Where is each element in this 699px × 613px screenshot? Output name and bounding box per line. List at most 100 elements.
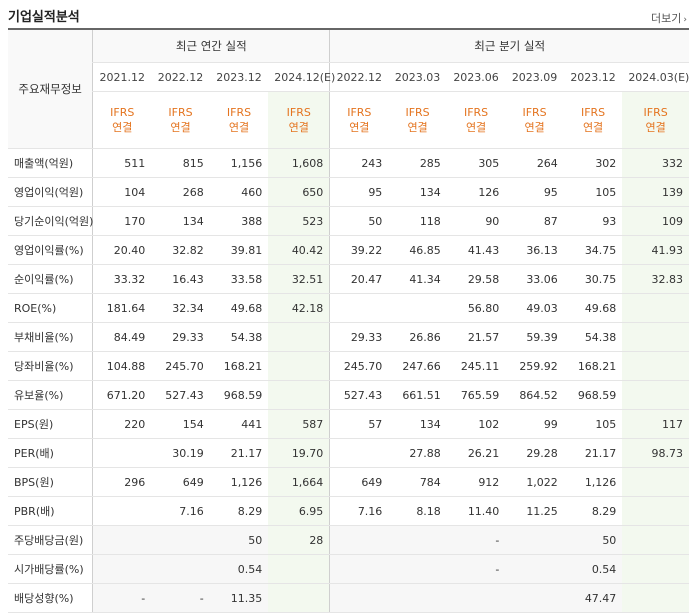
ifrs-bottom-label: 연결 [407, 121, 428, 134]
table-cell: 28 [268, 525, 330, 555]
ifrs-top-label: IFRS [580, 106, 606, 119]
ifrs-bottom-label: 연결 [465, 121, 487, 134]
ifrs-top-label: IFRS [405, 106, 430, 119]
table-row: 영업이익률(%) 20.40 32.82 39.81 40.42 39.22 46.85 41… [8, 235, 689, 265]
ifrs-label: IFRS 연결 [446, 91, 506, 149]
ifrs-label: IFRS 연결 [563, 91, 623, 149]
table-cell: 42.18 [268, 293, 330, 323]
table-cell: 968.59 [563, 380, 623, 410]
period-header: 2023.12 [209, 62, 269, 92]
table-cell: 168.21 [563, 351, 623, 381]
period-header: 2022.12 [151, 62, 210, 92]
table-cell: 8.29 [563, 496, 623, 526]
ifrs-top-label: IFRS [463, 106, 489, 119]
table-cell [329, 293, 389, 323]
ifrs-label: IFRS 연결 [151, 91, 210, 149]
ifrs-label: IFRS 연결 [388, 91, 447, 149]
table-cell: 168.21 [209, 351, 269, 381]
table-cell [622, 583, 689, 613]
table-cell: 460 [209, 177, 269, 207]
table-cell: 105 [563, 409, 623, 439]
table-cell [92, 438, 152, 468]
table-cell [151, 554, 210, 584]
table-cell: 1,126 [563, 467, 623, 497]
table-cell: 21.17 [563, 438, 623, 468]
table-cell: 245.11 [446, 351, 506, 381]
table-cell: 8.18 [388, 496, 447, 526]
ifrs-label: IFRS 연결 [505, 91, 564, 149]
table-cell: 49.68 [209, 293, 269, 323]
row-label: ROE(%) [8, 293, 93, 323]
ifrs-bottom-label: 연결 [582, 121, 604, 134]
table-cell: 134 [388, 177, 447, 207]
period-header: 2024.12(E) [268, 62, 335, 92]
table-row: 당좌비율(%) 104.88 245.70 168.21 245.70 247.66 245… [8, 351, 689, 381]
quarter-group-header: 최근 분기 실적 [329, 28, 689, 63]
table-cell: 41.93 [622, 235, 689, 265]
table-cell [505, 554, 564, 584]
row-label: 주당배당금(원) [8, 525, 93, 555]
table-cell [505, 583, 564, 613]
table-cell: 268 [151, 177, 210, 207]
table-cell: 259.92 [505, 351, 564, 381]
table-cell: 864.52 [505, 380, 564, 410]
table-cell: 1,022 [505, 467, 564, 497]
table-cell: 8.29 [209, 496, 269, 526]
table-cell: 27.88 [388, 438, 447, 468]
table-cell: 29.33 [329, 322, 389, 352]
row-label: 부채비율(%) [8, 322, 93, 352]
ifrs-label: IFRS 연결 [92, 91, 152, 149]
table-cell: 815 [151, 148, 210, 178]
table-cell: 511 [92, 148, 152, 178]
table-cell: 47.47 [563, 583, 623, 613]
table-row: 매출액(억원) 511 815 1,156 1,608 243 285 305 264 302 33… [8, 148, 689, 178]
ifrs-label: IFRS 연결 [268, 91, 330, 149]
ifrs-top-label: IFRS [347, 106, 372, 119]
table-cell: 117 [622, 409, 689, 439]
ifrs-bottom-label: 연결 [645, 121, 666, 134]
table-cell: 93 [563, 206, 623, 236]
table-cell: 243 [329, 148, 389, 178]
ifrs-top-label: IFRS [643, 106, 668, 119]
table-cell: 109 [622, 206, 689, 236]
table-cell [268, 380, 330, 410]
table-row: 유보율(%) 671.20 527.43 968.59 527.43 661.51 765.… [8, 380, 689, 410]
table-cell: 126 [446, 177, 506, 207]
row-label: PER(배) [8, 438, 93, 468]
table-cell: 139 [622, 177, 689, 207]
table-cell: 671.20 [92, 380, 152, 410]
table-row: PER(배) 30.19 21.17 19.70 27.88 26.21 29.28 21.1… [8, 438, 689, 468]
table-cell: 90 [446, 206, 506, 236]
table-cell: 104.88 [92, 351, 152, 381]
table-cell: 32.83 [622, 264, 689, 294]
table-cell [388, 554, 447, 584]
table-cell [622, 496, 689, 526]
table-cell [329, 525, 389, 555]
table-cell [446, 583, 506, 613]
table-cell: 36.13 [505, 235, 564, 265]
table-cell: 1,156 [209, 148, 269, 178]
more-link[interactable]: 더보기 › [651, 10, 687, 26]
table-cell: 30.75 [563, 264, 623, 294]
table-cell: 105 [563, 177, 623, 207]
table-row: ROE(%) 181.64 32.34 49.68 42.18 56.80 49.03 49.… [8, 293, 689, 323]
table-row: 순이익률(%) 33.32 16.43 33.58 32.51 20.47 41.34 29.… [8, 264, 689, 294]
table-cell: 95 [329, 177, 389, 207]
more-label: 더보기 [651, 12, 682, 25]
table-cell [622, 467, 689, 497]
row-label: 당기순이익(억원) [8, 206, 93, 236]
table-cell [92, 525, 152, 555]
table-cell [92, 554, 152, 584]
table-cell: 245.70 [151, 351, 210, 381]
row-label: 당좌비율(%) [8, 351, 93, 381]
table-row: EPS(원) 220 154 441 587 57 134 102 99 105 117 [8, 409, 689, 439]
table-cell: 661.51 [388, 380, 447, 410]
table-cell: 46.85 [388, 235, 447, 265]
table-cell: 32.82 [151, 235, 210, 265]
table-row: 배당성향(%) - -11.35 47.47 [8, 583, 689, 613]
table-cell: 33.06 [505, 264, 564, 294]
table-cell: 30.19 [151, 438, 210, 468]
table-cell: 20.40 [92, 235, 152, 265]
table-cell: - [446, 554, 506, 584]
table-cell: 40.42 [268, 235, 330, 265]
